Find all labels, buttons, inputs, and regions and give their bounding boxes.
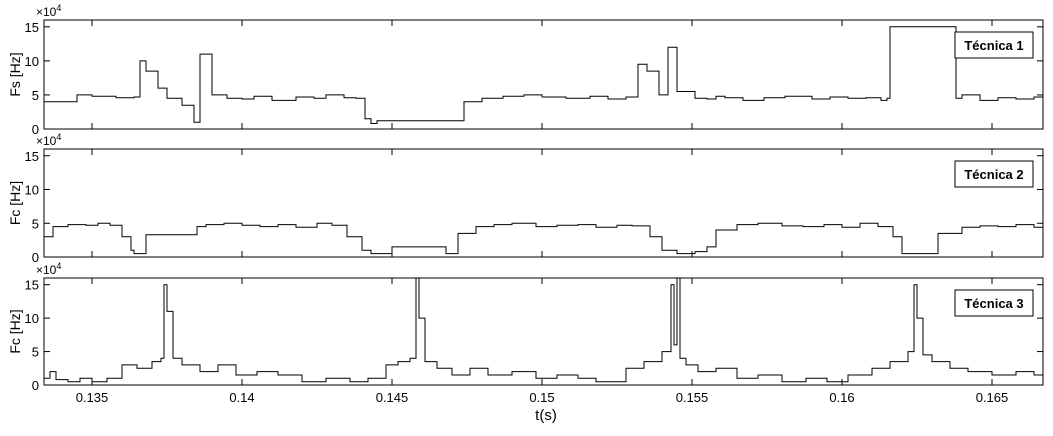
plot-area-3	[43, 277, 1044, 386]
x-tick-label: 0.135	[76, 390, 109, 405]
x-axis-ticks: 0.135 0.14 0.145 0.15 0.155 0.16 0.165	[76, 390, 1009, 405]
series-line-1	[44, 26, 1044, 124]
y-tick-label: 10	[25, 311, 39, 326]
y-axis-label-1: Fs [Hz]	[7, 52, 23, 96]
y-exponent-label: ×104	[36, 3, 61, 19]
legend-label-2: Técnica 2	[964, 167, 1023, 182]
legend-label-3: Técnica 3	[964, 296, 1023, 311]
y-tick-label: 5	[32, 88, 39, 103]
y-tick-label: 10	[25, 54, 39, 69]
x-tick-label: 0.14	[229, 390, 254, 405]
legend-box-2	[954, 160, 1034, 188]
y-tick-label: 0	[32, 122, 39, 137]
legend-box-3	[954, 289, 1034, 317]
y-tick-label: 5	[32, 345, 39, 360]
x-tick-label: 0.16	[829, 390, 854, 405]
panel-2: 0 5 10 15×104 Fc [Hz] Técnica 2	[7, 132, 1044, 265]
plot-area-2	[43, 148, 1044, 258]
y-exponent-power: 4	[56, 261, 61, 271]
x-tick-label: 0.145	[376, 390, 409, 405]
y-tick-label: 0	[32, 250, 39, 265]
y-tick-label: 5	[32, 216, 39, 231]
plot-area-1	[43, 19, 1044, 130]
y-exponent-label: ×104	[36, 132, 61, 148]
series-line-2	[44, 222, 1044, 255]
y-exponent-power: 4	[56, 132, 61, 142]
panel-3: 0 5 10 15×104 Fc [Hz] Técnica 3	[7, 261, 1044, 393]
x-tick-label: 0.15	[529, 390, 554, 405]
legend-label-1: Técnica 1	[964, 38, 1023, 53]
x-tick-label: 0.165	[976, 390, 1009, 405]
x-axis-label: t(s)	[535, 407, 557, 424]
series-line-3	[44, 277, 1044, 383]
x-tick-label: 0.155	[676, 390, 709, 405]
y-tick-label: 15	[25, 278, 39, 293]
y-exponent-label: ×104	[36, 261, 61, 277]
y-tick-label: 15	[25, 20, 39, 35]
y-axis-label-3: Fc [Hz]	[7, 309, 23, 353]
y-tick-label: 10	[25, 183, 39, 198]
y-axis-label-2: Fc [Hz]	[7, 181, 23, 225]
y-tick-label: 0	[32, 378, 39, 393]
y-tick-label: 15	[25, 149, 39, 164]
y-exponent-power: 4	[56, 3, 61, 13]
legend-box-1	[954, 31, 1034, 59]
panel-1: 0 5 10 15×104 Fs [Hz] Técnica 1	[7, 3, 1044, 137]
